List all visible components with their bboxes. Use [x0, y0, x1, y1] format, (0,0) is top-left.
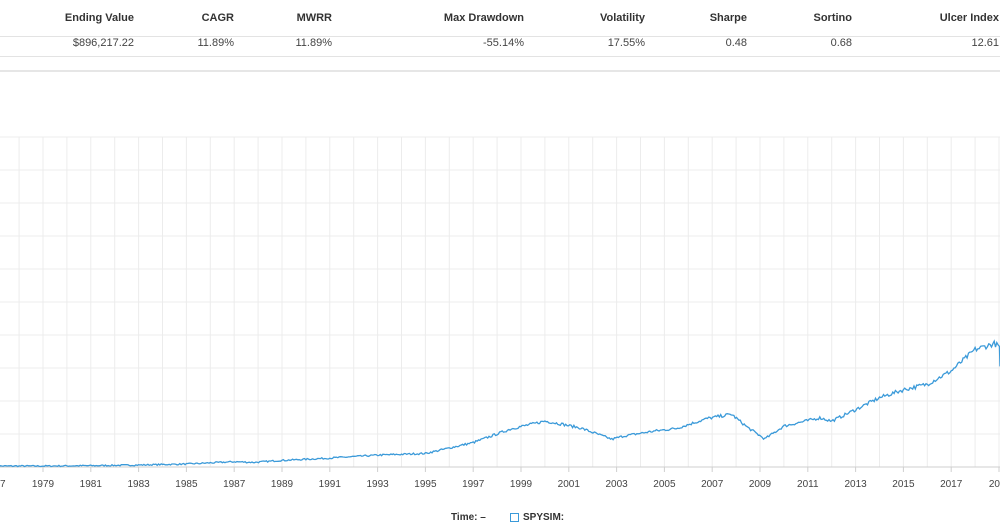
- header-volatility[interactable]: Volatility: [599, 12, 645, 24]
- x-tick-label: 1989: [271, 479, 294, 490]
- value-sharpe: 0.48: [725, 37, 747, 49]
- header-sharpe[interactable]: Sharpe: [709, 12, 747, 24]
- legend-series-label[interactable]: SPYSIM:: [523, 512, 565, 523]
- x-tick-label: 1985: [175, 479, 198, 490]
- legend-time-label: Time:: [451, 512, 478, 523]
- header-mwrr[interactable]: MWRR: [296, 12, 332, 24]
- chart-legend: Time: – SPYSIM:: [0, 510, 1000, 525]
- x-axis-ticks: [42, 467, 1000, 472]
- value-ending-value: $896,217.22: [72, 37, 134, 49]
- header-sortino[interactable]: Sortino: [813, 12, 853, 24]
- section-divider: [0, 70, 1000, 72]
- x-tick-label: 1993: [366, 479, 389, 490]
- value-sortino: 0.68: [830, 37, 852, 49]
- legend-series-swatch[interactable]: [510, 513, 519, 522]
- growth-line-chart[interactable]: 7 1979 1981 1983 1985 1987 1989 1991 1993 1995 199…: [0, 0, 1000, 510]
- x-tick-label: 2009: [749, 479, 772, 490]
- x-tick-label: 2011: [797, 479, 819, 490]
- statistics-value-row: $896,217.22 11.89% 11.89% -55.14% 17.55%…: [0, 37, 1000, 57]
- x-tick-label: 7: [0, 479, 6, 490]
- x-tick-label: 20: [989, 479, 1000, 490]
- x-tick-label: 2003: [605, 479, 628, 490]
- x-tick-label: 1997: [462, 479, 485, 490]
- header-ulcer-index[interactable]: Ulcer Index: [939, 12, 999, 24]
- legend-time-value: –: [480, 512, 486, 523]
- x-tick-label: 1995: [414, 479, 437, 490]
- x-tick-label: 1999: [510, 479, 533, 490]
- x-tick-label: 2007: [701, 479, 724, 490]
- x-tick-label: 1979: [32, 479, 55, 490]
- x-tick-label: 2013: [844, 479, 867, 490]
- x-tick-label: 2015: [892, 479, 915, 490]
- horizontal-gridlines: [0, 136, 1000, 435]
- value-mwrr: 11.89%: [295, 37, 333, 49]
- value-cagr: 11.89%: [197, 37, 235, 49]
- x-tick-label: 2001: [558, 479, 581, 490]
- statistics-header-row: Ending Value CAGR MWRR Max Drawdown Vola…: [0, 0, 1000, 37]
- x-tick-label: 1987: [223, 479, 246, 490]
- header-cagr[interactable]: CAGR: [201, 12, 234, 24]
- x-tick-label: 2005: [653, 479, 676, 490]
- value-volatility: 17.55%: [607, 37, 645, 49]
- value-max-drawdown: -55.14%: [483, 37, 524, 49]
- header-max-drawdown[interactable]: Max Drawdown: [443, 12, 524, 24]
- series-line-spysim: [0, 339, 1000, 468]
- legend-time: Time: –: [451, 512, 486, 523]
- value-ulcer-index: 12.61: [971, 37, 999, 49]
- x-tick-label: 1991: [319, 479, 342, 490]
- x-tick-label: 2017: [940, 479, 963, 490]
- x-tick-label: 1983: [127, 479, 150, 490]
- header-ending-value[interactable]: Ending Value: [64, 12, 134, 24]
- x-axis-tick-labels: 7 1979 1981 1983 1985 1987 1989 1991 1993 1995 199…: [0, 479, 1000, 490]
- x-tick-label: 1981: [80, 479, 103, 490]
